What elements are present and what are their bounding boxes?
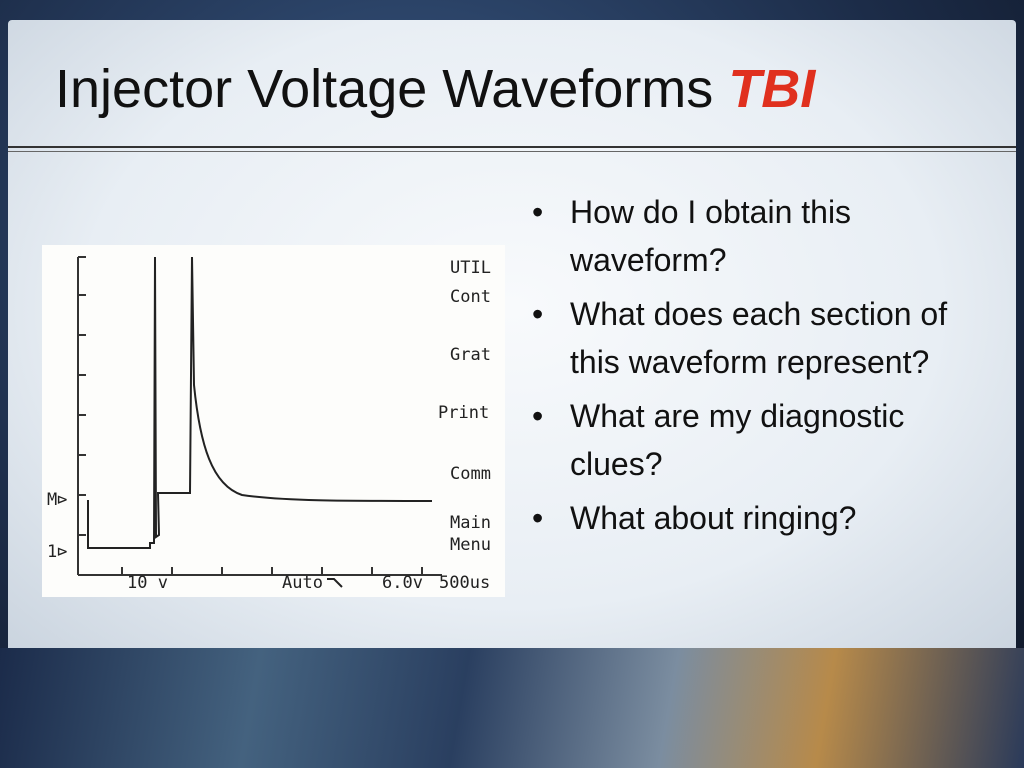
title-emphasis: TBI [728,59,816,119]
bullet-list: How do I obtain this waveform? What does… [530,188,960,548]
scope-menu-label: Print [438,403,489,423]
decorative-footer [0,648,1024,768]
title-rule [8,151,1016,152]
scope-background [42,245,505,597]
scope-menu-label: Menu [450,535,491,555]
scope-menu-label: UTIL [450,258,491,278]
scope-status: 500us [439,573,490,593]
bullet: How do I obtain this waveform? [530,188,960,284]
scope-menu-label: Cont [450,287,491,307]
scope-menu-label: Comm [450,464,491,484]
bullet: What does each section of this waveform … [530,290,960,386]
scope-menu-label: Grat [450,345,491,365]
scope-status: Auto [282,573,323,593]
scope-image: UTIL Cont Grat Print Comm Main Menu M⊳ 1… [42,245,505,597]
bullet: What about ringing? [530,494,960,542]
scope-status: 10 v [127,573,168,593]
bullet: What are my diagnostic clues? [530,392,960,488]
scope-status: 6.0v [382,573,423,593]
title-text: Injector Voltage Waveforms [55,59,714,119]
scope-menu-label: Main [450,513,491,533]
scope-marker: 1⊳ [47,542,67,562]
trigger-icon [327,578,343,588]
waveform [87,256,433,549]
scope-marker: M⊳ [47,490,67,510]
title-rule [8,146,1016,148]
slide-title: Injector Voltage Waveforms TBI [55,58,815,120]
scope-axis [77,256,442,576]
